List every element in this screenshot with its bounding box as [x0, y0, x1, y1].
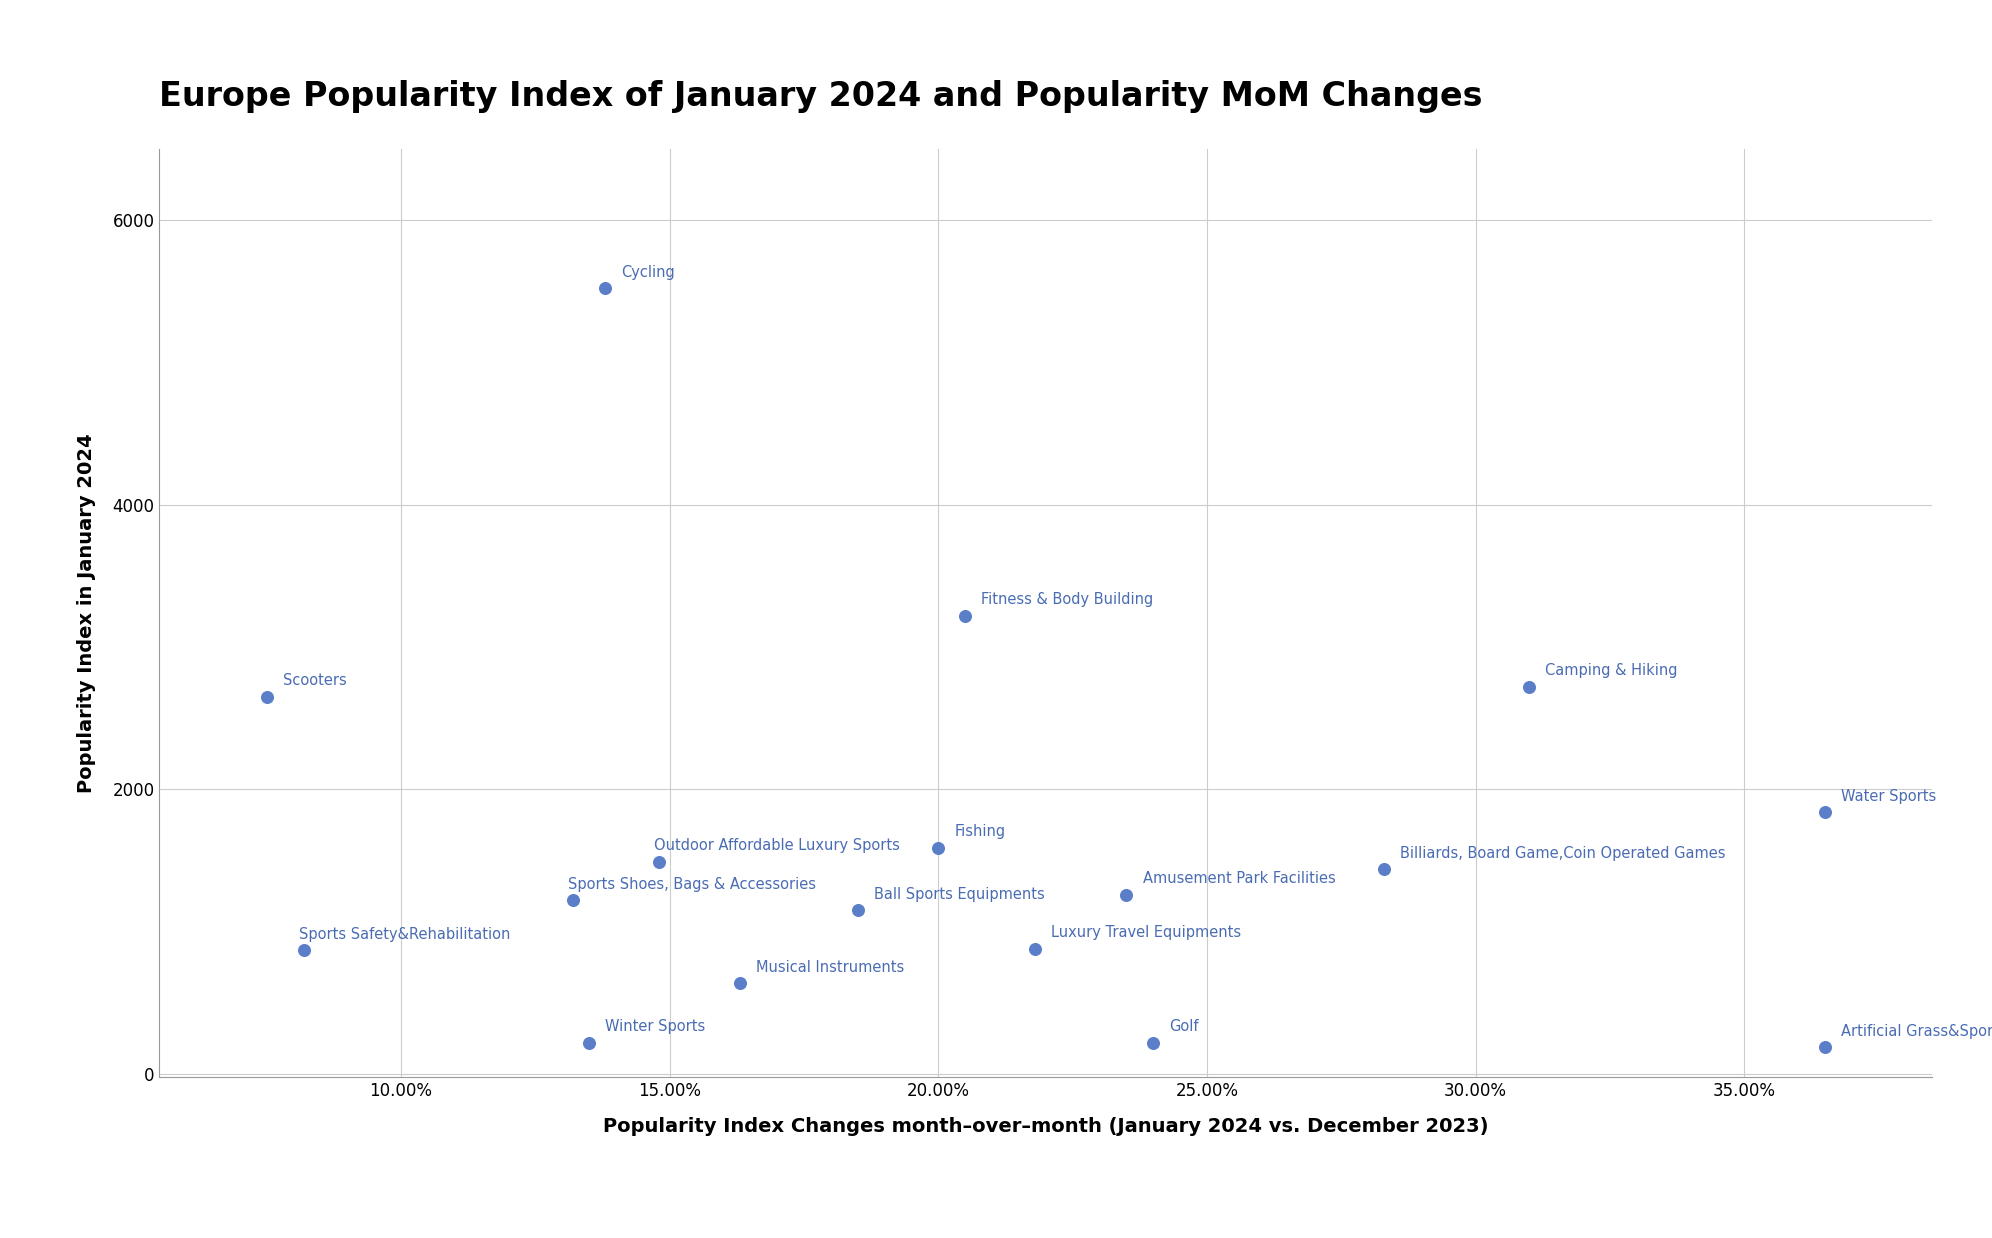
- Text: Golf: Golf: [1169, 1019, 1199, 1034]
- Text: Fitness & Body Building: Fitness & Body Building: [982, 592, 1153, 607]
- Point: [1137, 1032, 1169, 1052]
- Point: [843, 900, 874, 920]
- Y-axis label: Popularity Index in January 2024: Popularity Index in January 2024: [78, 433, 96, 792]
- Point: [558, 890, 590, 910]
- Text: Sports Shoes, Bags & Accessories: Sports Shoes, Bags & Accessories: [568, 877, 815, 891]
- Text: Ball Sports Equipments: Ball Sports Equipments: [874, 886, 1044, 903]
- Point: [574, 1032, 606, 1052]
- Point: [643, 852, 675, 872]
- Point: [289, 941, 321, 961]
- Text: Scooters: Scooters: [283, 673, 347, 688]
- Point: [1514, 677, 1546, 697]
- Text: Water Sports: Water Sports: [1841, 789, 1936, 803]
- Point: [950, 605, 982, 625]
- Text: Fishing: Fishing: [954, 825, 1006, 839]
- Point: [1020, 938, 1052, 958]
- Text: Amusement Park Facilities: Amusement Park Facilities: [1143, 872, 1335, 886]
- Point: [251, 687, 283, 707]
- Text: Sports Safety&Rehabilitation: Sports Safety&Rehabilitation: [299, 927, 510, 942]
- Point: [922, 838, 954, 858]
- Text: Musical Instruments: Musical Instruments: [755, 959, 904, 974]
- X-axis label: Popularity Index Changes month–over–month (January 2024 vs. December 2023): Popularity Index Changes month–over–mont…: [604, 1117, 1488, 1135]
- Text: Billiards, Board Game,Coin Operated Games: Billiards, Board Game,Coin Operated Game…: [1400, 846, 1725, 860]
- Text: Artificial Grass&Sports Flooring&Sports Court Equipment: Artificial Grass&Sports Flooring&Sports …: [1841, 1024, 1992, 1039]
- Point: [723, 973, 755, 993]
- Text: Cycling: Cycling: [622, 265, 675, 280]
- Text: Camping & Hiking: Camping & Hiking: [1546, 664, 1677, 678]
- Point: [1110, 885, 1141, 905]
- Text: Luxury Travel Equipments: Luxury Travel Equipments: [1052, 925, 1241, 941]
- Point: [1809, 1037, 1841, 1057]
- Point: [1809, 802, 1841, 822]
- Text: Winter Sports: Winter Sports: [606, 1019, 705, 1034]
- Point: [590, 279, 622, 298]
- Text: Outdoor Affordable Luxury Sports: Outdoor Affordable Luxury Sports: [653, 838, 900, 853]
- Point: [1369, 859, 1400, 879]
- Text: Europe Popularity Index of January 2024 and Popularity MoM Changes: Europe Popularity Index of January 2024 …: [159, 80, 1482, 114]
